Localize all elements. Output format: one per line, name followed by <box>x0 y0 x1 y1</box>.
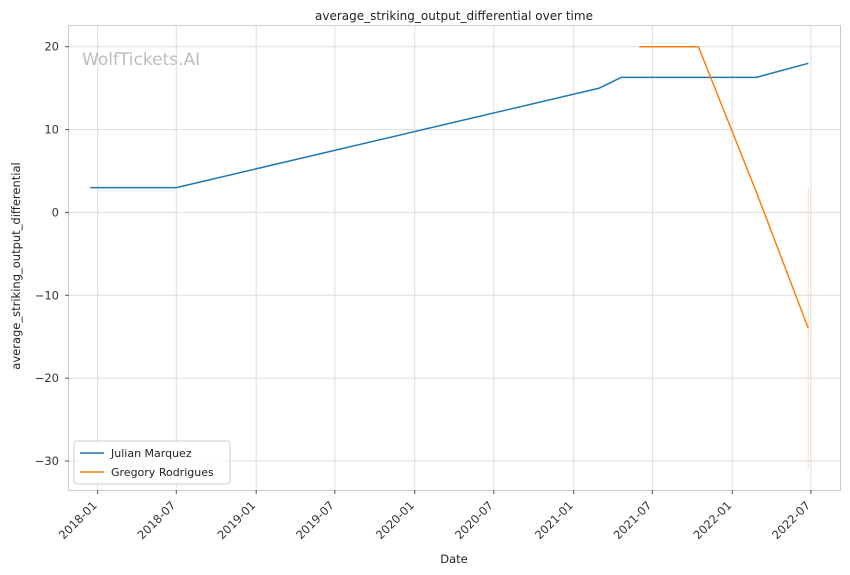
y-tick-label: 20 <box>44 40 59 54</box>
series-layer <box>90 45 810 470</box>
series-line-julian-marquez <box>90 62 809 189</box>
legend: Julian Marquez Gregory Rodrigues <box>73 440 231 485</box>
y-tick-label: −20 <box>35 371 59 385</box>
y-axis-title: average_striking_output_differential <box>9 162 23 369</box>
y-tick-label: 0 <box>52 205 59 219</box>
series-line-gregory-rodrigues <box>639 45 810 329</box>
x-axis-title: Date <box>440 552 468 566</box>
y-tick-label: −30 <box>35 454 59 468</box>
legend-box <box>73 440 231 485</box>
y-tick-label: 10 <box>44 123 59 137</box>
grid <box>69 26 840 490</box>
watermark: WolfTickets.AI <box>82 50 200 70</box>
y-tick-label: −10 <box>35 288 59 302</box>
y-axis-ticks: 20 10 0 −10 −20 −30 <box>35 40 69 468</box>
plot-area-border <box>68 25 841 491</box>
legend-label-julian-marquez: Julian Marquez <box>110 447 192 460</box>
legend-label-gregory-rodrigues: Gregory Rodrigues <box>111 466 214 479</box>
chart-title: average_striking_output_differential ove… <box>315 9 593 23</box>
